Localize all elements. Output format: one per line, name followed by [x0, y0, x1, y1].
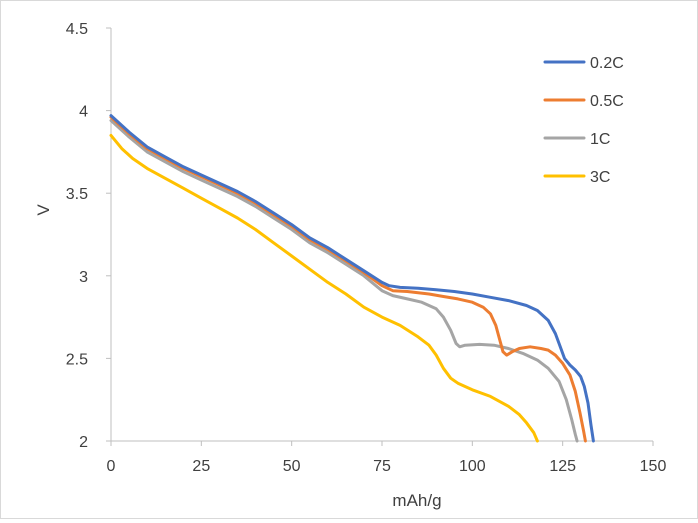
legend-label: 1C — [590, 131, 610, 148]
x-tick-label: 0 — [107, 458, 116, 475]
series-line-1c — [109, 119, 579, 443]
x-axis-title: mAh/g — [392, 491, 441, 510]
x-tick-label: 100 — [459, 458, 486, 475]
series-line-0-5c — [109, 115, 587, 443]
x-tick-label: 25 — [192, 458, 210, 475]
y-tick-label: 2.5 — [66, 351, 88, 368]
legend-label: 3C — [590, 169, 610, 186]
legend-label: 0.2C — [590, 55, 624, 72]
series-line-0-2c — [109, 114, 595, 443]
legend: 0.2C 0.5C 1C 3C — [543, 55, 624, 186]
y-tick-label: 3.5 — [66, 186, 88, 203]
y-tick-labels: 2 2.5 3 3.5 4 4.5 — [66, 21, 111, 451]
y-tick-label: 2 — [79, 434, 88, 451]
y-tick-label: 4 — [79, 104, 88, 121]
x-tick-labels: 0 25 50 75 100 125 150 — [107, 441, 667, 475]
x-tick-label: 150 — [640, 458, 667, 475]
legend-label: 0.5C — [590, 93, 624, 110]
y-tick-label: 3 — [79, 269, 88, 286]
series-line-3c — [109, 133, 539, 443]
x-tick-label: 50 — [283, 458, 301, 475]
y-axis-title: V — [34, 204, 53, 216]
x-tick-label: 75 — [373, 458, 391, 475]
series-lines — [109, 114, 595, 443]
x-tick-label: 125 — [549, 458, 576, 475]
y-tick-label: 4.5 — [66, 21, 88, 38]
